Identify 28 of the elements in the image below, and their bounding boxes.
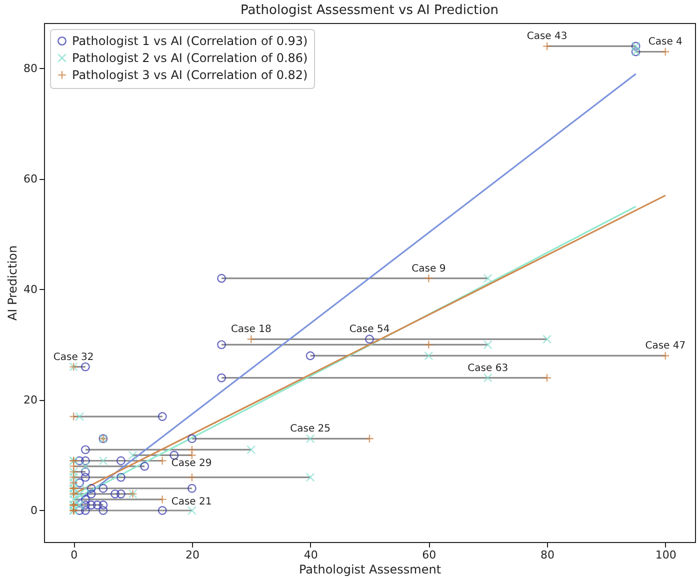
annotation: Case 4	[648, 36, 682, 48]
x-tick-label: 40	[304, 548, 318, 562]
legend-label: Pathologist 3 vs AI (Correlation of 0.82)	[72, 68, 308, 82]
x-tick-label: 60	[422, 548, 436, 562]
chart-title: Pathologist Assessment vs AI Prediction	[240, 3, 499, 18]
annotation: Case 9	[412, 263, 446, 274]
x-axis-title: Pathologist Assessment	[298, 562, 442, 576]
annotation: Case 47	[645, 340, 686, 352]
annotation: Case 32	[53, 352, 94, 363]
x-tick-label: 80	[540, 548, 555, 562]
y-tick-label: 20	[24, 393, 38, 406]
x-tick-label: 100	[655, 548, 676, 562]
annotation: Case 29	[171, 458, 212, 469]
y-axis-title: AI Prediction	[6, 245, 20, 321]
legend-label: Pathologist 2 vs AI (Correlation of 0.86)	[72, 51, 308, 65]
annotation: Case 54	[349, 324, 390, 336]
x-tick-label: 20	[185, 548, 200, 562]
x-tick-label: 0	[70, 548, 78, 562]
annotation: Case 18	[230, 324, 272, 336]
y-tick-label: 60	[24, 172, 38, 186]
annotation: Case 43	[526, 31, 568, 42]
y-tick-label: 0	[30, 504, 38, 517]
annotation: Case 63	[468, 362, 508, 374]
annotation: Case 21	[171, 496, 212, 508]
y-tick-label: 40	[24, 282, 38, 296]
y-tick-label: 80	[24, 62, 38, 75]
annotation: Case 25	[290, 424, 331, 435]
legend-label: Pathologist 1 vs AI (Correlation of 0.93)	[72, 34, 308, 48]
